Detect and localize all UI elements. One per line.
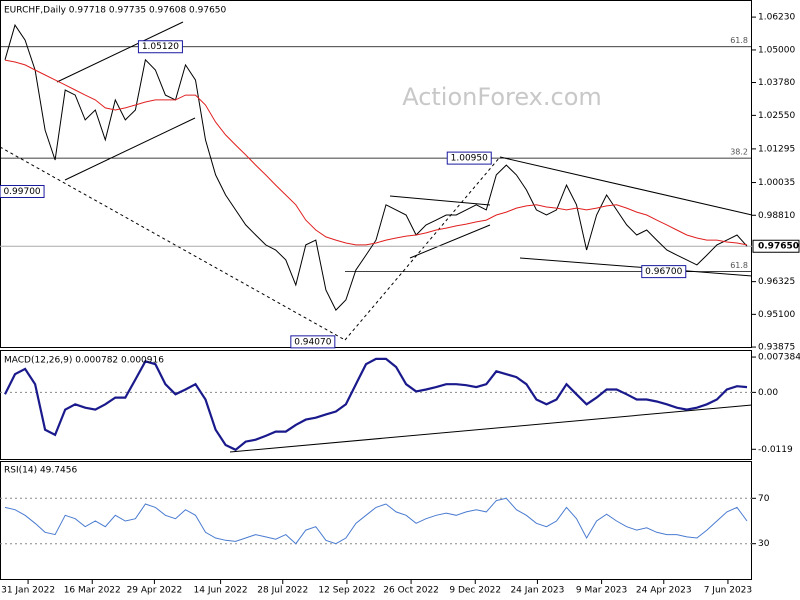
- x-tick-label: 24 Jan 2023: [510, 586, 564, 596]
- y-tick-label: 1.05000: [758, 45, 795, 55]
- y-tick-label: 1.03780: [758, 78, 795, 88]
- last-price-box: [752, 239, 800, 253]
- price-panel: [0, 0, 752, 348]
- y-tick-label: 0.95100: [758, 310, 795, 320]
- panel-title: RSI(14) 49.7456: [4, 466, 77, 476]
- y-tick-label: 1.02550: [758, 111, 795, 121]
- y-tick-label: 0.98810: [758, 211, 795, 221]
- macd-trend-line: [229, 404, 753, 453]
- price-marker-label: 0.94070: [294, 337, 331, 347]
- level-label: 61.8: [730, 36, 748, 45]
- x-tick-label: 9 Dec 2022: [449, 586, 501, 596]
- price-marker-box: [641, 265, 687, 279]
- y-tick-label: -0.0119: [758, 445, 793, 455]
- price-marker-label: 0.99700: [3, 187, 40, 197]
- series-line: [4, 23, 748, 311]
- x-tick-label: 12 Sep 2022: [318, 586, 375, 596]
- y-tick-label: 1.01295: [758, 144, 795, 154]
- x-tick-label: 26 Oct 2022: [383, 586, 439, 596]
- last-price-label: 0.97650: [758, 242, 799, 252]
- x-tick-label: 7 Jun 2023: [704, 586, 752, 596]
- watermark: ActionForex.com: [402, 83, 602, 111]
- series-line: [4, 59, 748, 246]
- channel-line: [64, 117, 196, 181]
- price-marker-box: [0, 184, 45, 198]
- series-line: [4, 497, 748, 545]
- y-tick-label: 1.00035: [758, 178, 795, 188]
- price-marker-box: [446, 151, 492, 165]
- channel-line: [56, 21, 184, 83]
- y-tick-label: 0.007384: [758, 353, 800, 363]
- y-tick-label: 0.93875: [758, 343, 795, 353]
- x-tick-label: 14 Jun 2022: [194, 586, 248, 596]
- price-marker-label: 1.00950: [451, 154, 488, 164]
- y-tick-label: 30: [758, 539, 770, 549]
- x-tick-label: 29 Apr 2022: [127, 586, 183, 596]
- y-tick-label: 1.06230: [758, 13, 795, 23]
- trend-line: [344, 156, 501, 341]
- trendlines: [0, 21, 753, 453]
- price-marker-label: 1.05120: [142, 42, 179, 52]
- x-tick-label: 28 Jul 2022: [257, 586, 308, 596]
- rsi-panel: [0, 461, 752, 580]
- triangle-line: [409, 224, 491, 259]
- x-tick-label: 9 Mar 2023: [576, 586, 627, 596]
- triangle-line: [389, 195, 491, 206]
- macd-panel: [0, 350, 752, 460]
- wedge-line: [519, 257, 753, 277]
- x-tick-label: 31 Jan 2022: [1, 586, 55, 596]
- panel-title: EURCHF,Daily 0.97718 0.97735 0.97608 0.9…: [4, 6, 227, 16]
- price-marker-label: 0.96700: [645, 267, 682, 277]
- trend-line: [0, 146, 346, 341]
- price-marker-box: [137, 40, 183, 54]
- y-tick-label: 0.96325: [758, 277, 795, 287]
- series-line: [4, 357, 748, 452]
- x-tick-label: 16 Mar 2022: [64, 586, 121, 596]
- y-tick-label: 0.00: [758, 388, 778, 398]
- level-label: 38.2: [730, 148, 748, 157]
- y-tick-label: 70: [758, 494, 770, 504]
- x-tick-label: 24 Apr 2023: [636, 586, 692, 596]
- level-label: 61.8: [730, 261, 748, 270]
- wedge-line: [499, 156, 753, 216]
- price-marker-box: [290, 335, 336, 349]
- panel-title: MACD(12,26,9) 0.000782 0.000916: [4, 356, 164, 366]
